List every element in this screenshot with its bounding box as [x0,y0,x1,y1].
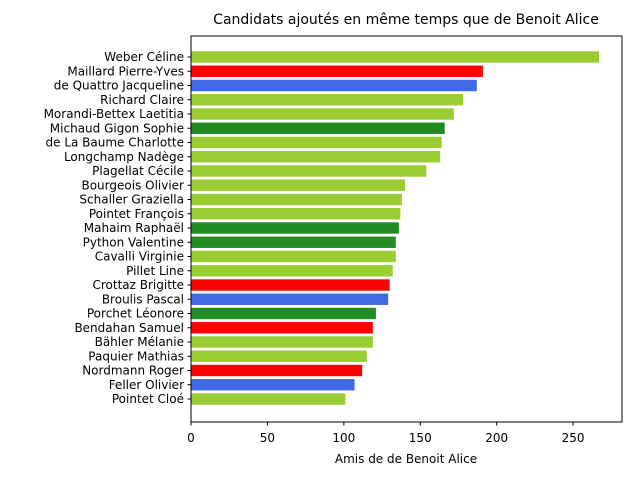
bar [191,51,600,63]
bar [191,193,402,206]
category-label: Nordmann Roger [82,364,184,378]
category-label: Pointet Cloé [112,392,184,406]
bar [191,265,393,277]
bar [191,122,445,134]
bars-group [191,51,600,405]
bar [191,151,441,163]
category-label: Maillard Pierre-Yves [67,64,184,78]
plot-frame [190,35,623,423]
category-label: Richard Claire [100,93,184,107]
category-label: Feller Olivier [109,378,184,392]
bar [191,379,355,391]
category-label: Bendahan Samuel [74,321,184,335]
x-tick-label: 50 [260,431,275,445]
bar [191,364,363,377]
bar [191,336,373,348]
bar [191,108,454,120]
bar [191,250,396,263]
bar [191,208,401,220]
category-label: Python Valentine [83,235,184,249]
chart-title: Candidats ajoutés en même temps que de B… [213,12,599,28]
category-label: Porchet Léonore [87,307,184,321]
x-tick-label: 250 [562,431,585,445]
category-label: Longchamp Nadège [64,150,184,164]
category-label: Weber Céline [104,50,184,64]
category-label: Pointet François [89,207,184,221]
category-label: Michaud Gigon Sophie [50,121,184,135]
bar [191,165,427,177]
category-label: Plagellat Cécile [92,164,184,178]
category-label: Crottaz Brigitte [92,278,184,292]
bar [191,350,367,362]
category-label: Schaller Graziella [79,193,184,207]
bar [191,65,483,77]
x-axis-label: Amis de de Benoit Alice [335,452,477,466]
bar [191,94,464,106]
bar [191,136,442,149]
x-tick-label: 150 [409,431,432,445]
category-label: Bourgeois Olivier [81,178,184,192]
category-label: Cavalli Virginie [95,250,184,264]
bar [191,307,376,320]
bar [191,279,390,291]
category-label: Morandi-Bettex Laetitia [44,107,184,121]
x-axis-ticks: 0 50 100 150 200 250 [187,422,585,445]
category-label: Paquier Mathias [88,349,184,363]
bar [191,79,477,92]
bar [191,393,346,405]
category-label: de La Baume Charlotte [46,136,185,150]
x-tick-label: 0 [187,431,195,445]
bar [191,179,405,191]
bar [191,322,373,334]
x-tick-label: 200 [485,431,508,445]
bar [191,236,396,248]
category-label: Mahaim Raphaël [84,221,184,235]
category-label: Pillet Line [126,264,184,278]
category-label: Bähler Mélanie [95,335,184,349]
x-tick-label: 100 [332,431,355,445]
category-label: Broulis Pascal [102,292,184,306]
category-label: de Quattro Jacqueline [54,79,184,93]
bar [191,293,389,305]
bar [191,222,399,234]
